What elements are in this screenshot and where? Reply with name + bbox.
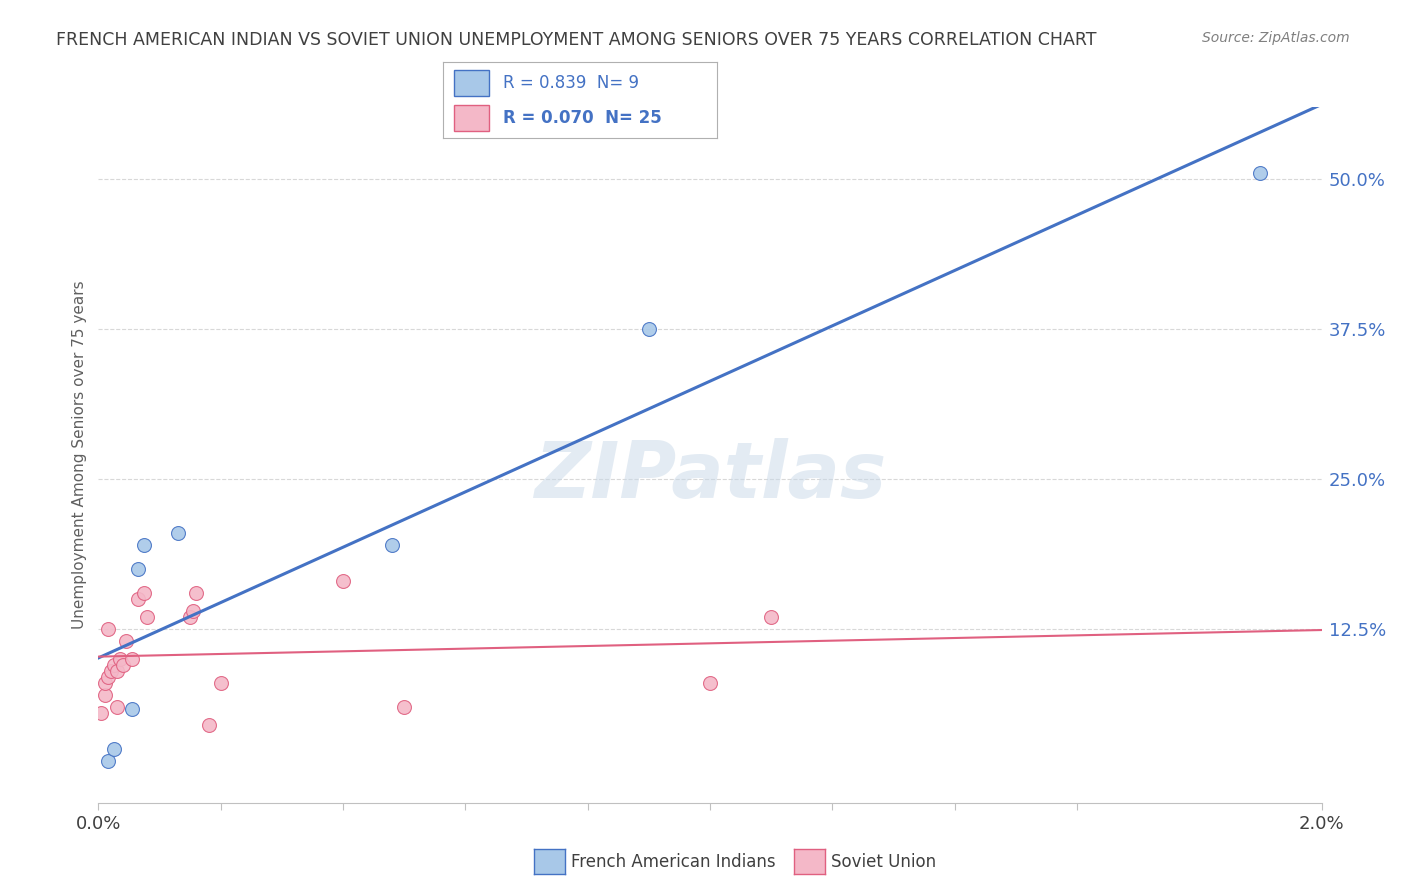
Text: French American Indians: French American Indians bbox=[571, 853, 776, 871]
FancyBboxPatch shape bbox=[454, 105, 489, 130]
Text: ZIPatlas: ZIPatlas bbox=[534, 438, 886, 514]
Point bbox=[759, 610, 782, 624]
Point bbox=[100, 664, 122, 678]
Point bbox=[103, 657, 125, 672]
Y-axis label: Unemployment Among Seniors over 75 years: Unemployment Among Seniors over 75 years bbox=[72, 281, 87, 629]
Point bbox=[134, 538, 156, 552]
Text: Soviet Union: Soviet Union bbox=[831, 853, 936, 871]
Point bbox=[108, 652, 131, 666]
Point bbox=[134, 586, 156, 600]
Point bbox=[97, 622, 120, 636]
Point bbox=[121, 652, 143, 666]
Point bbox=[637, 322, 661, 336]
Point bbox=[127, 562, 149, 576]
Point bbox=[392, 699, 416, 714]
Point bbox=[105, 664, 128, 678]
Point bbox=[97, 670, 120, 684]
Point bbox=[121, 702, 143, 716]
Point bbox=[136, 610, 159, 624]
Text: R = 0.070  N= 25: R = 0.070 N= 25 bbox=[503, 109, 662, 127]
Point bbox=[181, 604, 204, 618]
Point bbox=[332, 574, 354, 588]
Point bbox=[93, 676, 115, 690]
Point bbox=[127, 591, 149, 606]
Point bbox=[167, 525, 190, 540]
Point bbox=[115, 633, 138, 648]
Point bbox=[90, 706, 112, 720]
Point bbox=[103, 741, 125, 756]
Text: FRENCH AMERICAN INDIAN VS SOVIET UNION UNEMPLOYMENT AMONG SENIORS OVER 75 YEARS : FRENCH AMERICAN INDIAN VS SOVIET UNION U… bbox=[56, 31, 1097, 49]
Point bbox=[699, 676, 721, 690]
Point bbox=[381, 538, 404, 552]
Point bbox=[197, 718, 219, 732]
Point bbox=[209, 676, 232, 690]
Point bbox=[1249, 166, 1271, 180]
Point bbox=[111, 657, 134, 672]
Point bbox=[186, 586, 208, 600]
Point bbox=[179, 610, 201, 624]
Point bbox=[97, 754, 120, 768]
Text: R = 0.839  N= 9: R = 0.839 N= 9 bbox=[503, 74, 640, 92]
Text: Source: ZipAtlas.com: Source: ZipAtlas.com bbox=[1202, 31, 1350, 45]
Point bbox=[93, 688, 115, 702]
Point bbox=[105, 699, 128, 714]
FancyBboxPatch shape bbox=[454, 70, 489, 95]
